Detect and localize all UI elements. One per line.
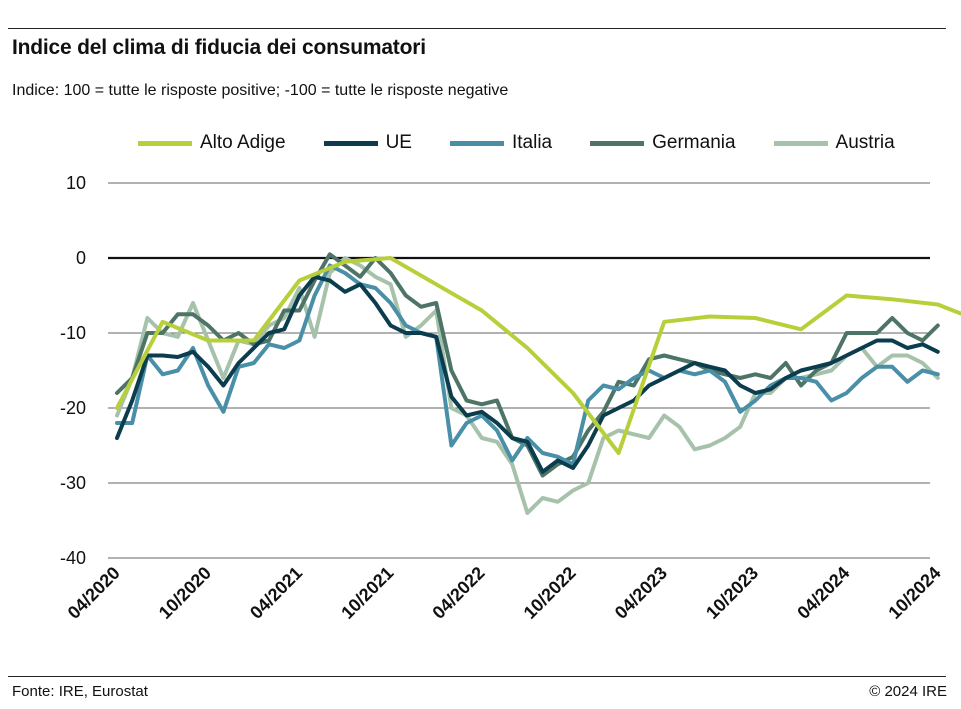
legend-item-germania: Germania [590, 132, 736, 154]
series-line-alto-adige [115, 256, 961, 455]
x-tick-label: 10/2021 [337, 563, 397, 623]
y-tick-label: -40 [60, 548, 86, 568]
series-lines [115, 252, 961, 515]
x-tick-label: 10/2020 [155, 563, 215, 623]
legend-swatch-italia [449, 140, 504, 146]
legend-label-alto-adige: Alto Adige [200, 132, 286, 153]
legend: Alto Adige UE Italia Germania Austria [138, 132, 895, 154]
legend-item-austria: Austria [773, 132, 895, 154]
legend-label-austria: Austria [835, 132, 895, 153]
series-line-ue [115, 274, 940, 474]
y-tick-label: -10 [60, 323, 86, 343]
y-tick-label: -30 [60, 473, 86, 493]
x-tick-label: 10/2024 [884, 563, 944, 623]
legend-label-italia: Italia [511, 132, 553, 153]
legend-swatch-austria [773, 140, 828, 146]
x-tick-label: 10/2023 [702, 563, 762, 623]
copyright-note: © 2024 IRE [869, 683, 947, 700]
series-line-italia [115, 263, 940, 467]
legend-swatch-alto-adige [138, 140, 192, 146]
y-tick-label: 0 [76, 248, 86, 268]
legend-label-ue: UE [385, 132, 412, 153]
x-tick-label: 04/2024 [793, 563, 853, 623]
legend-swatch-ue [323, 140, 378, 146]
y-axis: 10 0 -10 -20 -30 -40 [60, 173, 86, 568]
x-tick-label: 04/2022 [428, 563, 488, 623]
legend-item-italia: Italia [449, 132, 553, 154]
bottom-rule [8, 676, 946, 677]
chart-subtitle: Indice: 100 = tutte le risposte positive… [12, 82, 509, 99]
x-tick-label: 04/2020 [64, 563, 124, 623]
top-rule [8, 28, 946, 29]
source-note: Fonte: IRE, Eurostat [12, 683, 148, 700]
series-line-austria [115, 256, 940, 515]
x-tick-label: 10/2022 [520, 563, 580, 623]
legend-item-ue: UE [323, 132, 412, 154]
legend-swatch-germania [590, 140, 645, 146]
legend-label-germania: Germania [652, 132, 736, 153]
chart-title: Indice del clima di fiducia dei consumat… [12, 36, 426, 59]
legend-item-alto-adige: Alto Adige [138, 132, 286, 154]
y-tick-label: 10 [66, 173, 86, 193]
x-tick-label: 04/2021 [246, 563, 306, 623]
x-tick-label: 04/2023 [611, 563, 671, 623]
x-axis: 04/2020 10/2020 04/2021 10/2021 04/2022 10/20… [64, 563, 945, 623]
y-tick-label: -20 [60, 398, 86, 418]
